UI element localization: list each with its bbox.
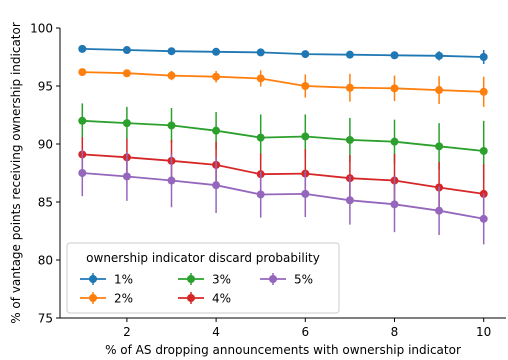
data-point (78, 44, 87, 53)
y-tick-label: 100 (30, 22, 53, 36)
data-point (435, 206, 444, 215)
data-point (167, 47, 176, 56)
legend-label: 4% (212, 292, 231, 306)
legend-entry: 1% (80, 273, 133, 287)
data-point (167, 176, 176, 185)
legend-marker (187, 294, 195, 302)
legend-title: ownership indicator discard probability (86, 251, 320, 265)
legend-box (66, 242, 340, 314)
data-point (390, 51, 399, 60)
legend: ownership indicator discard probability … (66, 242, 340, 314)
data-point (479, 146, 488, 155)
x-axis-label: % of AS dropping announcements with owne… (105, 343, 461, 357)
x-tick-label: 2 (123, 325, 131, 339)
series-1 (78, 44, 488, 64)
series-line (82, 153, 484, 195)
legend-label: 1% (114, 273, 133, 287)
series-4 (78, 137, 488, 225)
data-point (78, 169, 87, 177)
data-point (301, 132, 310, 141)
series-3 (78, 103, 488, 182)
y-tick-label: 95 (38, 80, 53, 94)
y-tick-label: 90 (38, 138, 53, 152)
x-ticks: 2 4 6 8 10 (123, 318, 491, 339)
data-point (167, 71, 176, 80)
data-point (256, 48, 265, 57)
x-tick-label: 4 (212, 325, 220, 339)
legend-entry: 4% (178, 292, 231, 306)
data-point (301, 50, 310, 59)
series-line (82, 119, 484, 152)
data-point (122, 119, 131, 128)
legend-entry: 2% (80, 292, 133, 306)
data-point (78, 116, 87, 125)
data-point (212, 47, 221, 56)
data-point (212, 72, 221, 81)
data-point (122, 172, 131, 181)
legend-entry: 3% (178, 273, 231, 287)
data-point (78, 68, 87, 77)
data-point (345, 50, 354, 59)
legend-entry: 5% (260, 273, 313, 287)
legend-entries: 1% 2% 3% 4% 5% (80, 273, 313, 306)
plot-area: 75 80 85 90 95 100 2 4 6 8 10 (30, 22, 506, 339)
data-point (122, 46, 131, 55)
legend-marker (89, 294, 97, 302)
series-2 (78, 68, 488, 107)
data-point (301, 189, 310, 198)
legend-marker (269, 275, 277, 283)
data-point (390, 84, 399, 93)
y-tick-label: 80 (38, 254, 53, 268)
data-point (345, 135, 354, 144)
legend-marker (89, 275, 97, 283)
x-tick-label: 10 (476, 325, 491, 339)
y-tick-label: 75 (38, 312, 53, 326)
data-point (301, 82, 310, 90)
data-point (390, 200, 399, 209)
data-point (479, 53, 488, 61)
data-point (435, 142, 444, 151)
data-point (345, 83, 354, 92)
data-point (256, 190, 265, 199)
data-point (345, 196, 354, 205)
series-line (82, 172, 484, 220)
y-ticks: 75 80 85 90 95 100 (30, 22, 60, 326)
data-point (212, 181, 221, 190)
series-line (82, 48, 484, 58)
x-tick-label: 8 (391, 325, 399, 339)
y-tick-label: 85 (38, 196, 53, 210)
data-point (435, 51, 444, 60)
legend-label: 2% (114, 292, 133, 306)
data-point (212, 126, 221, 135)
data-point (435, 86, 444, 95)
data-point (256, 133, 265, 142)
x-tick-label: 6 (301, 325, 309, 339)
series-layer (78, 44, 488, 245)
series-line (82, 71, 484, 93)
data-point (167, 121, 176, 130)
data-point (256, 74, 265, 83)
data-point (479, 214, 488, 223)
legend-label: 5% (294, 273, 313, 287)
series-5 (78, 149, 488, 245)
legend-marker (187, 275, 195, 283)
data-point (479, 87, 488, 96)
data-point (122, 69, 131, 78)
legend-label: 3% (212, 273, 231, 287)
data-point (390, 137, 399, 146)
y-axis-label: % of vantage points receiving ownership … (9, 22, 23, 324)
